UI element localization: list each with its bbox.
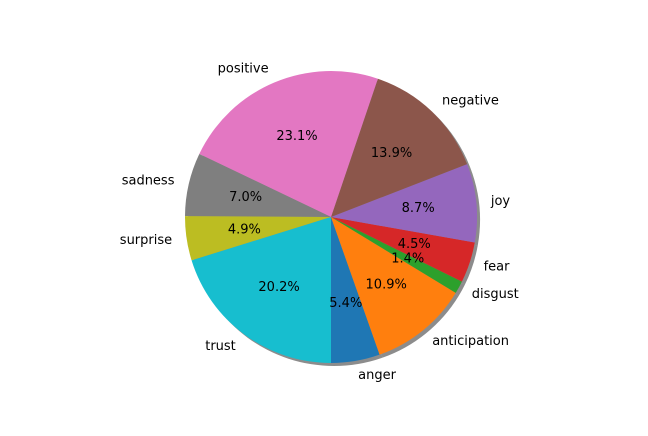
pie-slice-disgust bbox=[331, 217, 462, 293]
slice-pct-label-trust: 20.2% bbox=[258, 280, 299, 295]
pie-slice-sadness bbox=[185, 154, 331, 217]
slice-label-surprise: surprise bbox=[120, 233, 172, 248]
pie-label-layer: anger 5.4% anticipation 10.9% disgust 1.4% fea… bbox=[120, 62, 519, 383]
pie-slice-trust bbox=[191, 217, 331, 363]
slice-label-joy: joy bbox=[490, 194, 511, 209]
pie-slice-anger bbox=[331, 217, 380, 363]
slice-pct-label-negative: 13.9% bbox=[371, 146, 412, 161]
pie-slice-surprise bbox=[185, 216, 331, 261]
slice-pct-label-joy: 8.7% bbox=[402, 201, 435, 216]
pie-slice-fear bbox=[331, 217, 475, 282]
pie-slice-anticipation bbox=[331, 217, 456, 355]
slice-label-disgust: disgust bbox=[472, 287, 519, 302]
slice-label-sadness: sadness bbox=[122, 173, 175, 188]
slice-pct-label-sadness: 7.0% bbox=[229, 190, 262, 205]
slice-label-trust: trust bbox=[205, 339, 236, 354]
slice-label-negative: negative bbox=[442, 93, 499, 108]
pie-slice-layer bbox=[185, 71, 477, 363]
slice-label-positive: positive bbox=[218, 62, 269, 77]
pie-slice-joy bbox=[331, 164, 477, 243]
slice-label-anticipation: anticipation bbox=[432, 334, 509, 349]
slice-pct-label-fear: 4.5% bbox=[398, 237, 431, 252]
slice-label-anger: anger bbox=[358, 368, 396, 383]
slice-pct-label-disgust: 1.4% bbox=[391, 252, 424, 267]
pie-slice-negative bbox=[331, 78, 468, 217]
slice-pct-label-positive: 23.1% bbox=[276, 129, 317, 144]
slice-pct-label-surprise: 4.9% bbox=[228, 222, 261, 237]
slice-pct-label-anticipation: 10.9% bbox=[366, 278, 407, 293]
slice-pct-label-anger: 5.4% bbox=[329, 296, 362, 311]
slice-label-fear: fear bbox=[484, 260, 511, 275]
pie-slice-positive bbox=[199, 71, 378, 218]
